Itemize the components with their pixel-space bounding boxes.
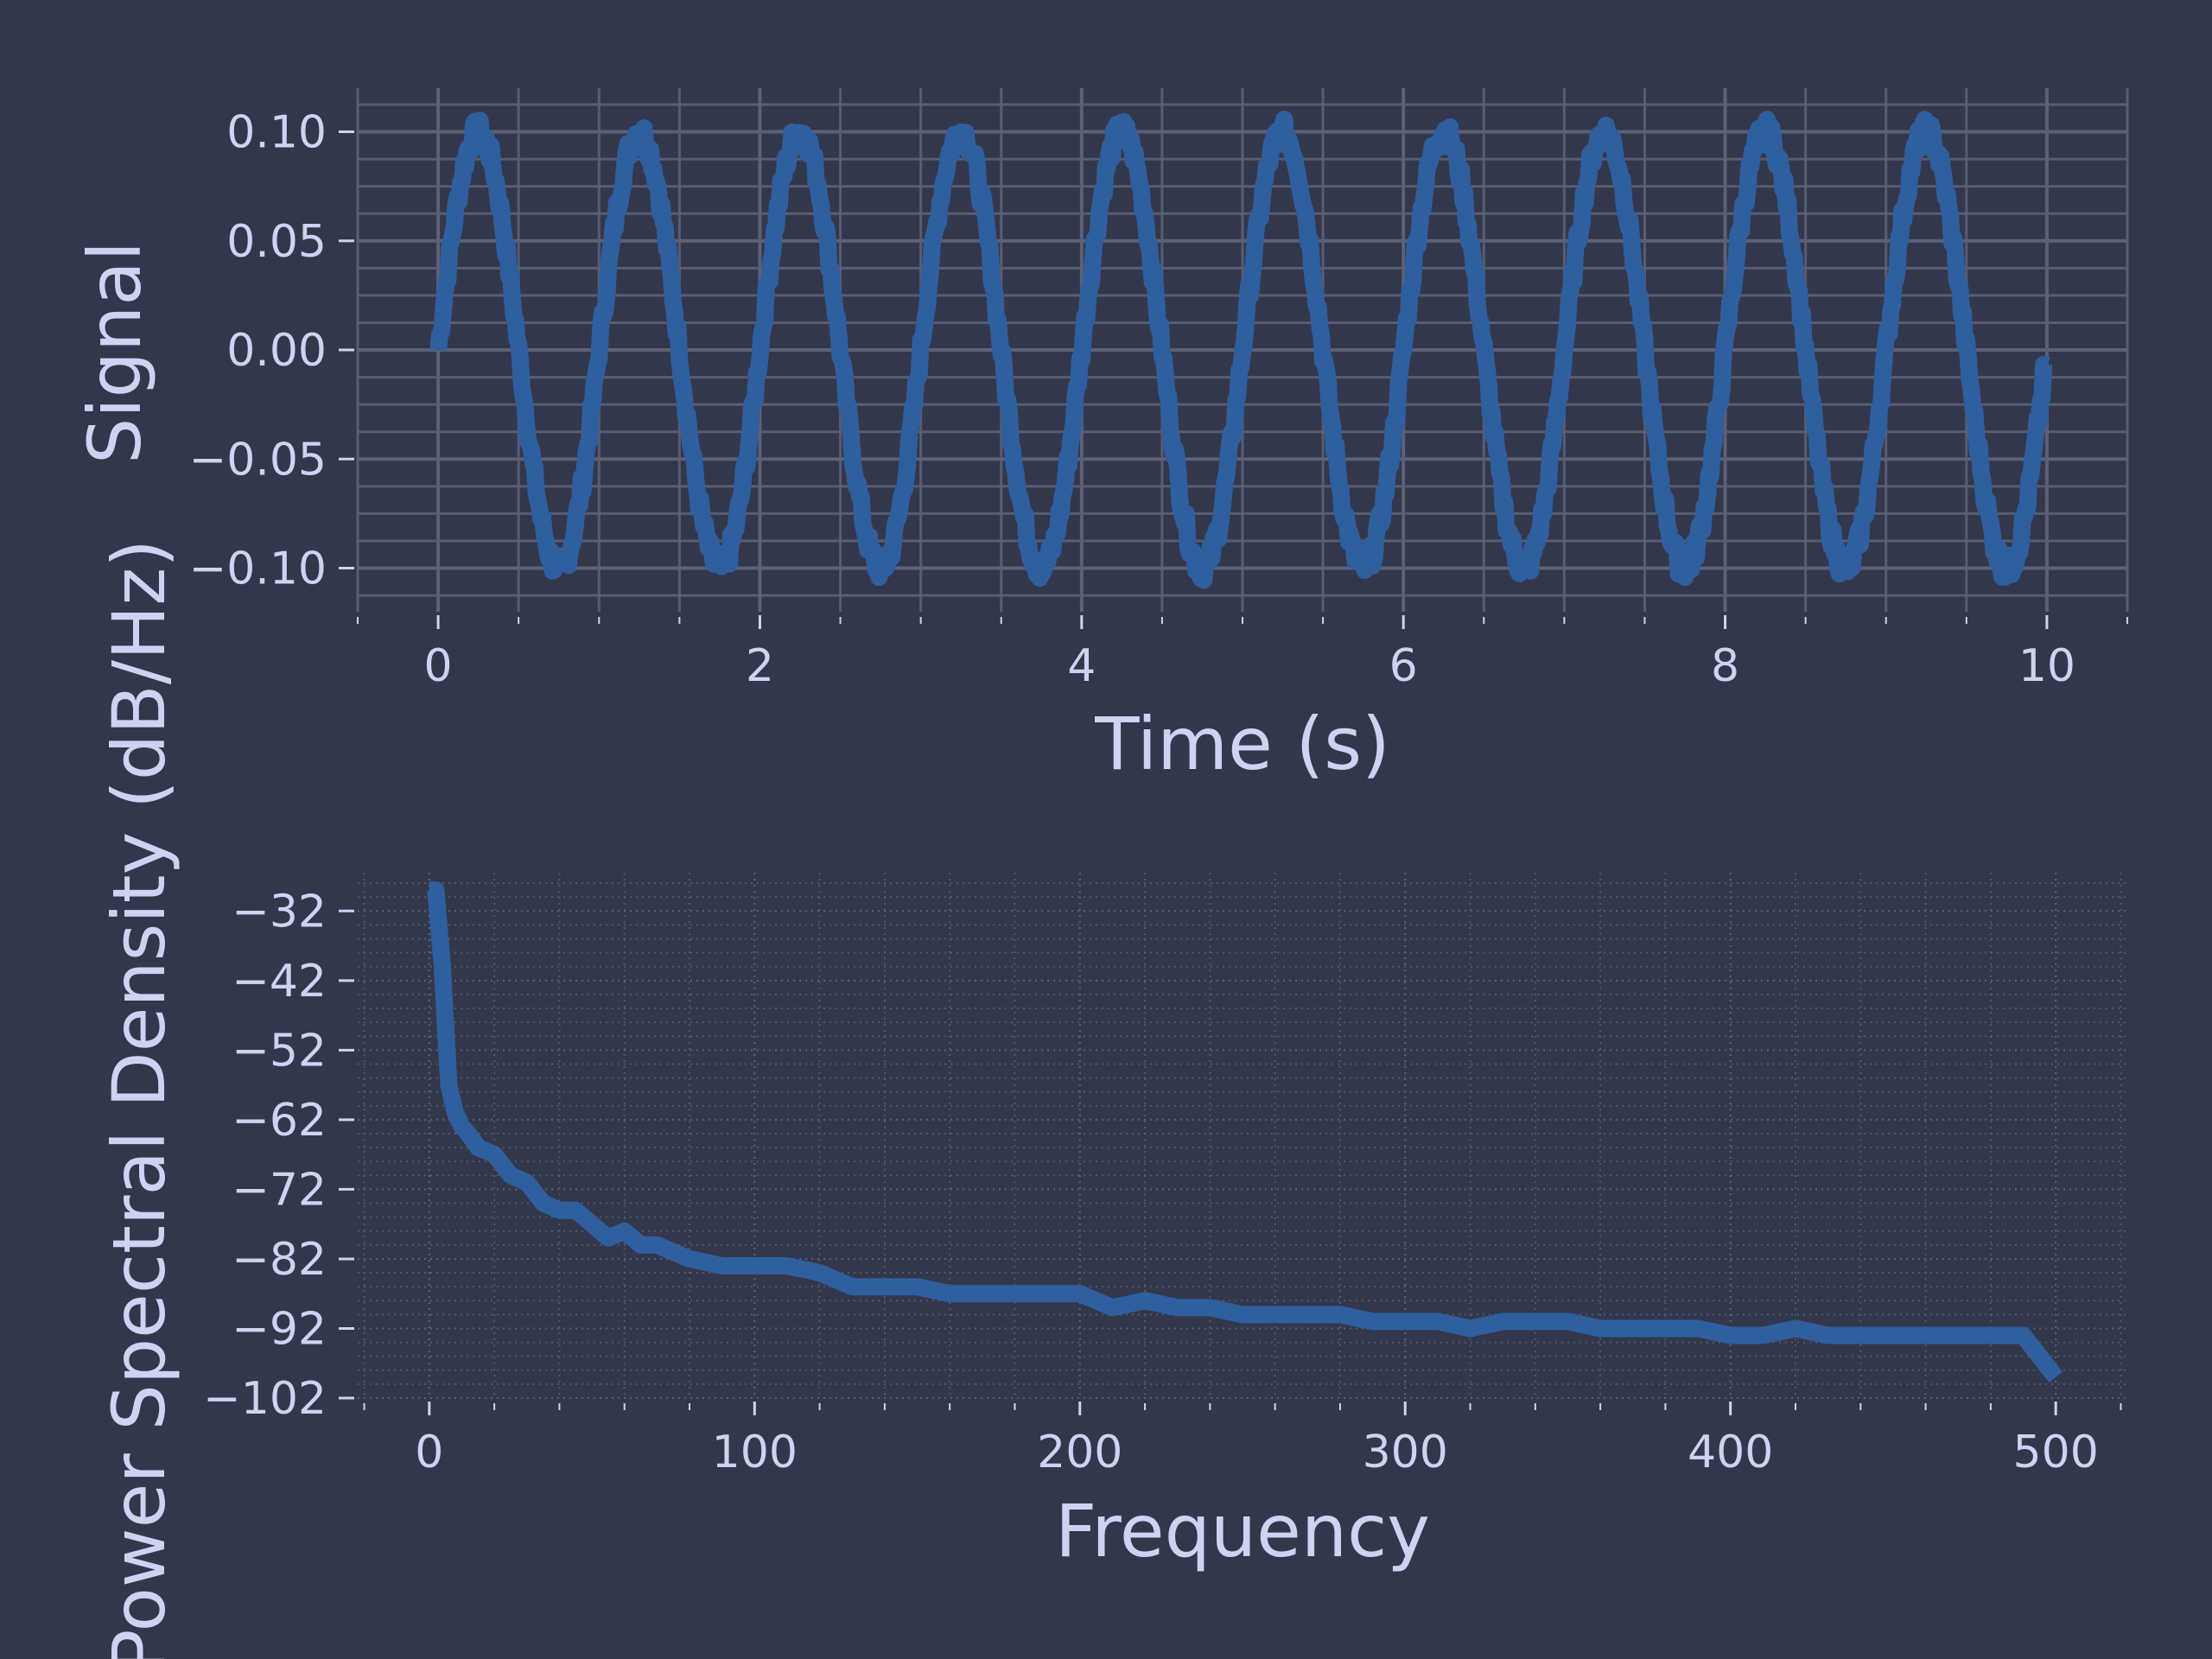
psd-xtick-label: 200: [1037, 1427, 1122, 1478]
psd-ytick-label: −72: [232, 1164, 327, 1216]
psd-ytick-label: −92: [232, 1303, 327, 1355]
psd-xtick-label: 100: [712, 1427, 798, 1478]
psd-ytick-label: −32: [232, 886, 327, 938]
signal-series: [429, 111, 2054, 589]
psd-ylabel: Power Spectral Density (dB/Hz): [97, 539, 181, 1659]
psd-ytick-label: −62: [232, 1095, 327, 1147]
psd-xtick-label: 0: [415, 1427, 443, 1478]
psd-xlabel: Frequency: [1055, 1489, 1430, 1573]
signal-xtick-label: 0: [424, 640, 453, 692]
psd-xtick-label: 400: [1688, 1427, 1773, 1478]
signal-ytick-label: −0.10: [189, 543, 327, 595]
signal-panel: 0 2 4 6 8 10 0.10 0.05 0.00 −0.05 −0.10 Time (s): [189, 88, 2129, 786]
psd-ytick-label: −52: [232, 1025, 327, 1077]
signal-xtick-label: 6: [1389, 640, 1418, 692]
signal-ytick-label: −0.05: [189, 434, 327, 486]
psd-xtick-label: 500: [2013, 1427, 2099, 1478]
signal-ytick-label: 0.05: [226, 216, 327, 268]
psd-series: [427, 881, 2063, 1382]
psd-grid: [358, 873, 2127, 1399]
signal-xtick-label: 8: [1711, 640, 1739, 692]
psd-panel: 0 100 200 300 400 500 −32 −42 −52 −62 −72 −82 −92 −10…: [203, 873, 2127, 1573]
psd-ytick-label: −102: [203, 1373, 327, 1425]
psd-ytick-label: −82: [232, 1234, 327, 1286]
signal-xtick-label: 4: [1067, 640, 1096, 692]
psd-ticks: 0 100 200 300 400 500 −32 −42 −52 −62 −72 −82 −92 −10…: [203, 886, 2122, 1478]
signal-xtick-label: 10: [2018, 640, 2075, 692]
psd-xtick-label: 300: [1363, 1427, 1448, 1478]
signal-ytick-label: 0.00: [226, 325, 327, 377]
signal-ticks: 0 2 4 6 8 10 0.10 0.05 0.00 −0.05 −0.10: [189, 107, 2128, 692]
psd-line: [427, 881, 2063, 1382]
signal-ylabel: Signal: [73, 241, 157, 464]
psd-ytick-label: −42: [232, 956, 327, 1007]
signal-line: [429, 111, 2054, 589]
signal-xtick-label: 2: [746, 640, 774, 692]
signal-ytick-label: 0.10: [226, 107, 327, 159]
signal-xlabel: Time (s): [1094, 702, 1390, 786]
